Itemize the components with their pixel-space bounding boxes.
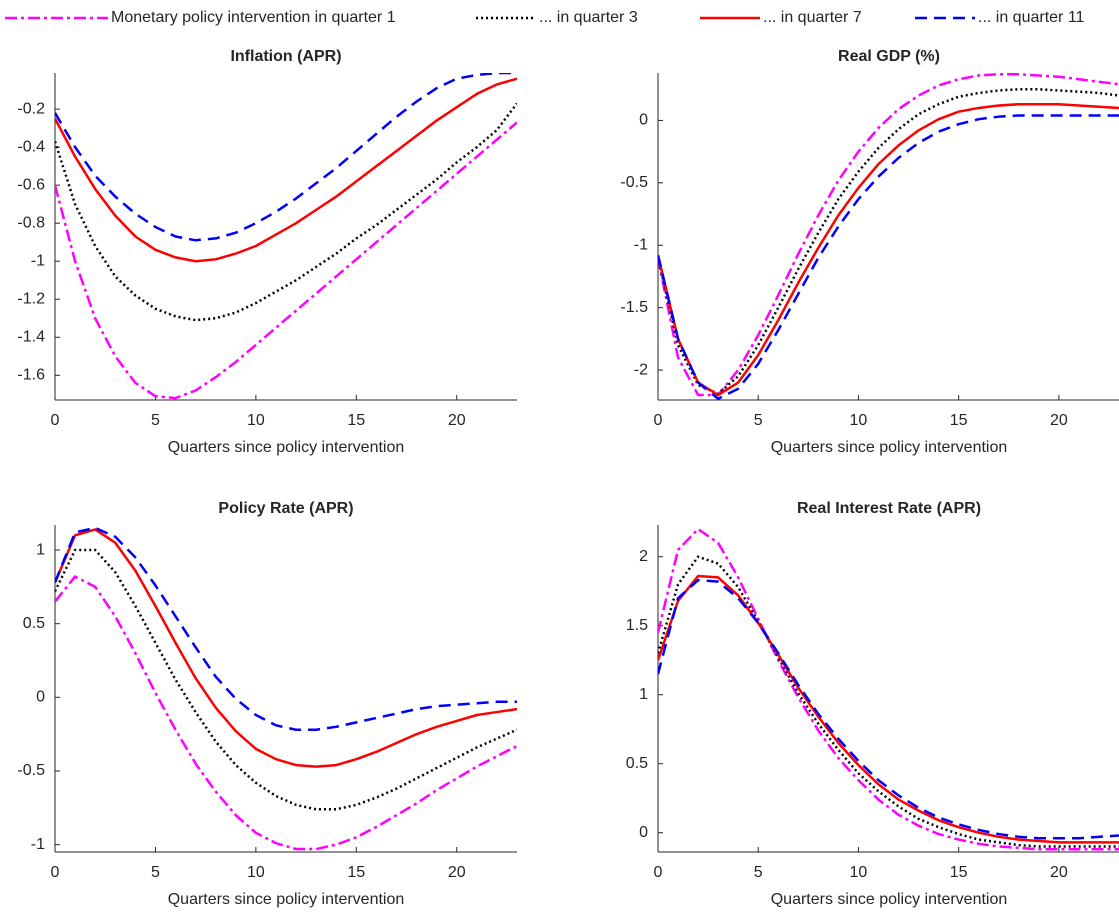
y-tick-label: -1.6 xyxy=(17,367,45,384)
y-tick-label: -0.8 xyxy=(17,214,45,231)
x-tick-label: 0 xyxy=(654,412,663,429)
x-axis-label: Quarters since policy intervention xyxy=(168,439,405,456)
x-tick-label: 10 xyxy=(850,412,868,429)
legend-label: ... in quarter 3 xyxy=(539,9,638,26)
series-line xyxy=(55,526,517,731)
chart-title: Real GDP (%) xyxy=(838,48,940,65)
series-line xyxy=(658,73,1119,397)
y-tick-label: 2 xyxy=(639,548,648,565)
x-tick-label: 15 xyxy=(347,864,365,881)
y-tick-label: -1.5 xyxy=(620,299,648,316)
plot-area xyxy=(658,73,1119,400)
y-tick-label: 1.5 xyxy=(626,617,648,634)
x-tick-label: 5 xyxy=(151,412,160,429)
x-tick-label: 15 xyxy=(950,412,968,429)
y-tick-label: 0 xyxy=(639,112,648,129)
x-tick-label: 5 xyxy=(151,864,160,881)
x-tick-label: 15 xyxy=(950,864,968,881)
y-tick-label: -1.2 xyxy=(17,290,45,307)
series-line xyxy=(658,578,1119,840)
x-tick-label: 20 xyxy=(448,412,466,429)
x-tick-label: 0 xyxy=(51,412,60,429)
x-tick-label: 10 xyxy=(247,864,265,881)
x-tick-label: 5 xyxy=(754,864,763,881)
x-tick-label: 20 xyxy=(1050,412,1068,429)
series-line xyxy=(658,527,1119,851)
legend-label: ... in quarter 7 xyxy=(763,9,862,26)
y-tick-label: -0.2 xyxy=(17,100,45,117)
x-tick-label: 5 xyxy=(754,412,763,429)
series-line xyxy=(55,121,517,400)
y-tick-label: 0.5 xyxy=(626,755,648,772)
y-tick-label: -0.5 xyxy=(620,174,648,191)
x-tick-label: 10 xyxy=(247,412,265,429)
x-axis-label: Quarters since policy intervention xyxy=(771,439,1008,456)
series-line xyxy=(658,555,1119,848)
chart-title: Inflation (APR) xyxy=(230,48,341,65)
series-line xyxy=(55,528,517,768)
x-tick-label: 10 xyxy=(850,864,868,881)
plot-area xyxy=(55,526,517,851)
x-tick-label: 0 xyxy=(654,864,663,881)
series-line xyxy=(658,87,1119,396)
y-tick-label: -0.6 xyxy=(17,176,45,193)
y-tick-label: 0 xyxy=(36,689,45,706)
x-tick-label: 20 xyxy=(448,864,466,881)
x-tick-label: 0 xyxy=(51,864,60,881)
y-tick-label: -0.4 xyxy=(17,138,45,155)
x-axis-label: Quarters since policy intervention xyxy=(771,891,1008,908)
chart-title: Real Interest Rate (APR) xyxy=(797,500,981,517)
y-tick-label: 1 xyxy=(639,686,648,703)
y-tick-label: -1 xyxy=(31,252,45,269)
y-tick-label: 1 xyxy=(36,541,45,558)
y-tick-label: -2 xyxy=(634,361,648,378)
y-tick-label: -1.4 xyxy=(17,328,45,345)
series-line xyxy=(55,77,517,263)
x-axis-label: Quarters since policy intervention xyxy=(168,891,405,908)
y-tick-label: -0.5 xyxy=(17,762,45,779)
plot-area xyxy=(55,73,517,400)
x-tick-label: 20 xyxy=(1050,864,1068,881)
x-tick-label: 15 xyxy=(347,412,365,429)
y-tick-label: 0.5 xyxy=(23,615,45,632)
y-tick-label: -1 xyxy=(634,236,648,253)
series-line xyxy=(658,102,1119,397)
y-tick-label: 0 xyxy=(639,824,648,841)
series-line xyxy=(55,548,517,811)
plot-area xyxy=(658,527,1119,851)
y-tick-label: -1 xyxy=(31,836,45,853)
legend-label: Monetary policy intervention in quarter … xyxy=(111,9,396,26)
series-line xyxy=(55,73,517,242)
chart-title: Policy Rate (APR) xyxy=(218,500,353,517)
series-line xyxy=(658,114,1119,400)
series-line xyxy=(55,102,517,322)
legend-label: ... in quarter 11 xyxy=(978,9,1085,26)
series-line xyxy=(658,574,1119,844)
series-line xyxy=(55,575,517,851)
